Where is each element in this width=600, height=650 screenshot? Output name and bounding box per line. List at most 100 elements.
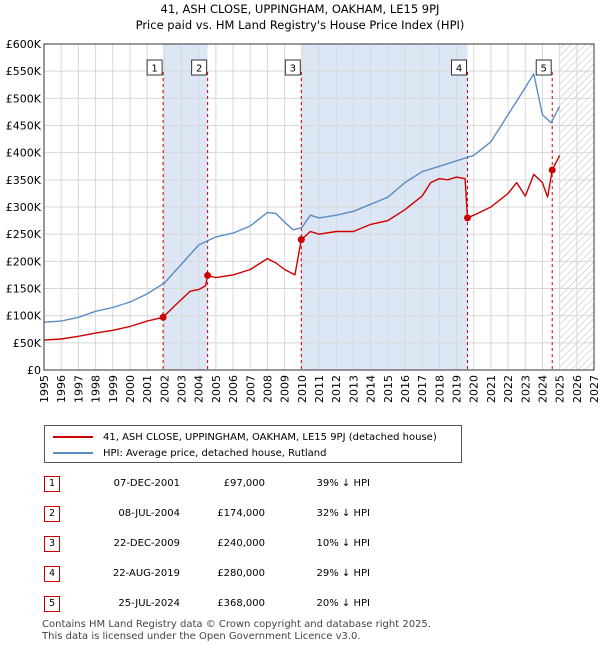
- sale-point: [464, 214, 471, 222]
- x-tick-label: 2010: [296, 375, 309, 403]
- y-tick-label: £500K: [6, 92, 42, 105]
- footer-licence: This data is licensed under the Open Gov…: [42, 631, 361, 642]
- x-tick-label: 2002: [158, 375, 171, 403]
- x-tick-label: 2000: [124, 375, 137, 403]
- sale-marker-box: [535, 59, 552, 76]
- x-tick-label: 2012: [330, 375, 343, 403]
- sale-marker-label: 3: [290, 64, 296, 75]
- sale-number-badge: 1: [44, 476, 60, 492]
- legend-swatch-hpi: [53, 452, 93, 454]
- x-tick-label: 2008: [261, 375, 274, 403]
- y-tick-label: £250K: [6, 228, 42, 241]
- sale-date: 25-JUL-2024: [118, 598, 180, 609]
- table-row: 4 22-AUG-2019 £280,000 29% ↓ HPI: [0, 564, 600, 584]
- x-tick-label: 1997: [72, 375, 85, 403]
- sale-marker-label: 2: [196, 64, 202, 75]
- x-tick-label: 1995: [38, 375, 51, 403]
- sale-price: £174,000: [217, 508, 265, 519]
- x-tick-label: 2015: [382, 375, 395, 403]
- y-tick-label: £300K: [6, 201, 42, 214]
- y-tick-label: £0: [27, 364, 41, 377]
- table-row: 3 22-DEC-2009 £240,000 10% ↓ HPI: [0, 534, 600, 554]
- sale-date: 22-AUG-2019: [112, 568, 180, 579]
- sale-price: £97,000: [223, 478, 265, 489]
- sale-date: 07-DEC-2001: [113, 478, 180, 489]
- sale-point: [159, 313, 167, 321]
- y-tick-label: £100K: [6, 310, 42, 323]
- sale-marker-label: 5: [541, 64, 547, 75]
- property-price-line: [43, 155, 561, 341]
- legend-item-property: 41, ASH CLOSE, UPPINGHAM, OAKHAM, LE15 9…: [53, 430, 437, 444]
- sale-marker-label: 1: [151, 64, 157, 75]
- x-tick-label: 2017: [416, 375, 429, 403]
- legend: 41, ASH CLOSE, UPPINGHAM, OAKHAM, LE15 9…: [44, 425, 462, 463]
- sale-hpi-diff: 29% ↓ HPI: [316, 568, 370, 579]
- sale-price: £280,000: [217, 568, 265, 579]
- x-tick-label: 2021: [485, 375, 498, 403]
- x-tick-label: 2018: [433, 375, 446, 403]
- x-tick-label: 2007: [244, 375, 257, 403]
- y-tick-label: £450K: [6, 120, 42, 133]
- sale-marker-box: [451, 59, 467, 76]
- x-tick-label: 2020: [468, 375, 481, 403]
- sale-number-badge: 4: [44, 566, 60, 582]
- x-tick-label: 2019: [451, 375, 464, 403]
- x-tick-label: 1998: [90, 375, 103, 403]
- x-tick-label: 1999: [107, 375, 120, 403]
- footer-copyright: Contains HM Land Registry data © Crown c…: [42, 619, 431, 630]
- y-tick-label: £350K: [6, 174, 42, 187]
- y-tick-label: £50K: [13, 337, 42, 350]
- x-tick-label: 2026: [571, 375, 584, 403]
- footer: Contains HM Land Registry data © Crown c…: [42, 619, 431, 643]
- chart-title: 41, ASH CLOSE, UPPINGHAM, OAKHAM, LE15 9…: [160, 2, 440, 16]
- x-tick-label: 2016: [399, 375, 412, 403]
- y-tick-label: £400K: [6, 147, 42, 160]
- x-tick-label: 2011: [313, 375, 326, 403]
- sale-price: £368,000: [217, 598, 265, 609]
- legend-label-hpi: HPI: Average price, detached house, Rutl…: [103, 447, 327, 459]
- sale-number-badge: 5: [44, 596, 60, 612]
- x-tick-label: 2014: [365, 375, 378, 403]
- sale-date: 08-JUL-2004: [118, 508, 180, 519]
- x-tick-label: 2022: [502, 375, 515, 403]
- x-tick-label: 1996: [55, 375, 68, 403]
- sale-marker-box: [191, 59, 208, 76]
- sale-marker-label: 4: [456, 64, 462, 75]
- sale-marker-box: [146, 59, 163, 76]
- sale-hpi-diff: 39% ↓ HPI: [316, 478, 370, 489]
- x-tick-label: 2025: [554, 375, 567, 403]
- sale-marker-box: [284, 59, 301, 76]
- price-chart: £0 £50K £100K £150K £200K £250K £300K £350K £400…: [6, 38, 600, 403]
- y-tick-label: £200K: [6, 255, 42, 268]
- table-row: 1 07-DEC-2001 £97,000 39% ↓ HPI: [0, 474, 600, 494]
- x-tick-label: 2001: [141, 375, 154, 403]
- sale-date: 22-DEC-2009: [113, 538, 180, 549]
- x-tick-label: 2009: [279, 375, 292, 403]
- x-tick-label: 2023: [519, 375, 532, 403]
- sale-hpi-diff: 20% ↓ HPI: [316, 598, 370, 609]
- chart-subtitle: Price paid vs. HM Land Registry's House …: [135, 18, 465, 32]
- x-tick-label: 2005: [210, 375, 223, 403]
- legend-swatch-property: [53, 436, 93, 438]
- x-tick-label: 2027: [588, 375, 600, 403]
- x-tick-label: 2006: [227, 375, 240, 403]
- x-tick-label: 2003: [176, 375, 189, 403]
- sale-price: £240,000: [217, 538, 265, 549]
- legend-label-property: 41, ASH CLOSE, UPPINGHAM, OAKHAM, LE15 9…: [103, 431, 437, 443]
- y-tick-label: £550K: [6, 65, 42, 78]
- sale-point: [548, 166, 556, 174]
- hpi-line: [43, 73, 561, 323]
- x-tick-label: 2013: [347, 375, 360, 403]
- sale-number-badge: 2: [44, 506, 60, 522]
- sale-number-badge: 3: [44, 536, 60, 552]
- plot-border: [43, 43, 595, 371]
- sale-point: [297, 236, 305, 244]
- x-tick-label: 2004: [193, 375, 206, 403]
- sale-point: [204, 271, 212, 279]
- y-tick-label: £150K: [6, 283, 42, 296]
- table-row: 2 08-JUL-2004 £174,000 32% ↓ HPI: [0, 504, 600, 524]
- y-tick-label: £600K: [6, 38, 42, 51]
- sale-hpi-diff: 32% ↓ HPI: [316, 508, 370, 519]
- table-row: 5 25-JUL-2024 £368,000 20% ↓ HPI: [0, 594, 600, 614]
- legend-item-hpi: HPI: Average price, detached house, Rutl…: [53, 446, 326, 460]
